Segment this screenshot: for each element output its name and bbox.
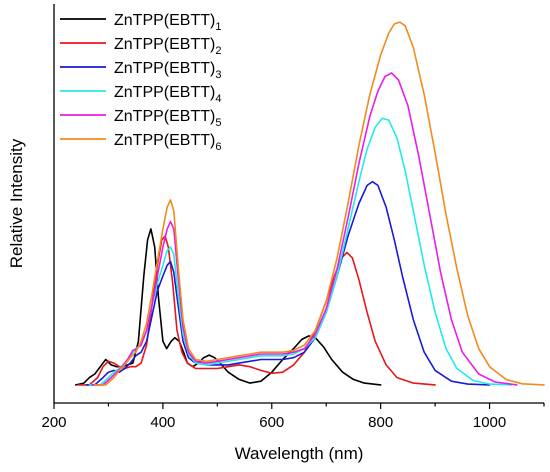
legend-label-5: ZnTPP(EBTT)5 <box>114 108 221 129</box>
series-line-2 <box>77 235 436 386</box>
legend-item-5: ZnTPP(EBTT)5 <box>60 108 221 129</box>
legend-label-1: ZnTPP(EBTT)1 <box>114 12 221 33</box>
legend-label-2: ZnTPP(EBTT)2 <box>114 36 221 57</box>
legend-item-2: ZnTPP(EBTT)2 <box>60 36 221 57</box>
legend-item-1: ZnTPP(EBTT)1 <box>60 12 221 33</box>
axes <box>53 4 544 404</box>
legend-item-3: ZnTPP(EBTT)3 <box>60 60 221 81</box>
series-line-5 <box>91 72 518 386</box>
x-axis-title: Wavelength (nm) <box>235 444 364 463</box>
x-tick-label-200: 200 <box>41 414 66 431</box>
legend-item-4: ZnTPP(EBTT)4 <box>60 84 221 105</box>
x-tick-label-600: 600 <box>259 414 284 431</box>
legend-item-6: ZnTPP(EBTT)6 <box>60 132 221 153</box>
series-line-4 <box>88 117 513 386</box>
x-tick-label-1000: 1000 <box>473 414 506 431</box>
x-tick-label-800: 800 <box>368 414 393 431</box>
y-axis-title: Relative Intensity <box>7 138 26 268</box>
plot-area <box>75 21 545 386</box>
legend-label-4: ZnTPP(EBTT)4 <box>114 84 221 105</box>
series-line-6 <box>94 21 545 386</box>
legend: ZnTPP(EBTT)1 ZnTPP(EBTT)2 ZnTPP(EBTT)3 ZnTP… <box>60 12 221 153</box>
x-tick-label-400: 400 <box>150 414 175 431</box>
legend-label-6: ZnTPP(EBTT)6 <box>114 132 221 153</box>
legend-label-3: ZnTPP(EBTT)3 <box>114 60 221 81</box>
series-line-3 <box>85 180 491 386</box>
x-axis-ticks: 200 400 600 800 1000 <box>41 403 545 431</box>
